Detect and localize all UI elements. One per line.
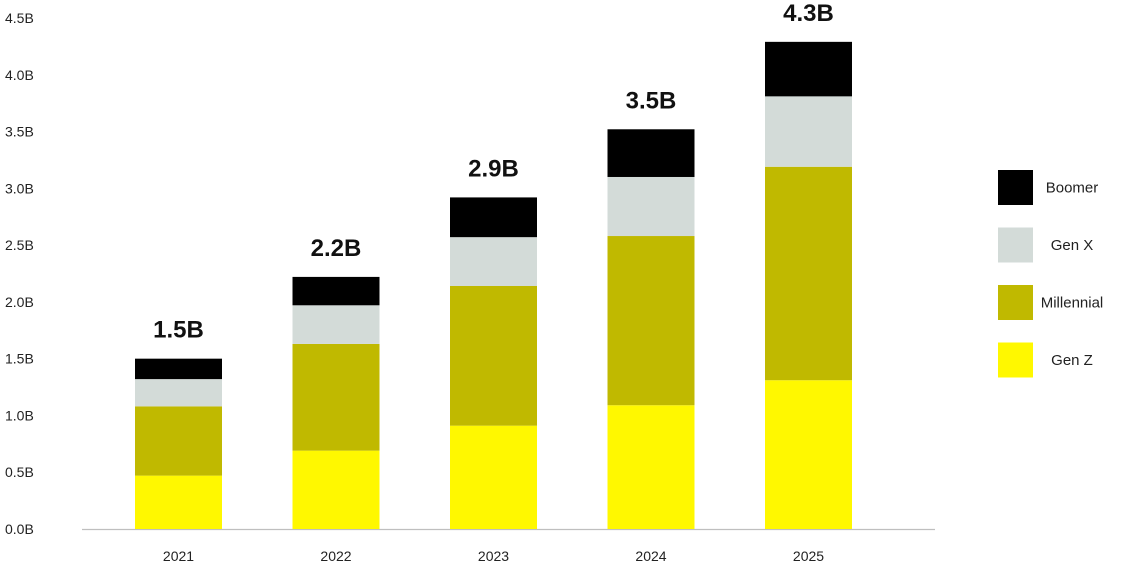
bar-segment-gen-x-2021	[135, 379, 222, 407]
legend-label-gen-x: Gen X	[1051, 237, 1094, 254]
bar-segment-boomer-2025	[765, 41, 852, 97]
y-tick-label-1: 0.5B	[5, 464, 34, 480]
total-label-2023: 2.9B	[468, 155, 519, 182]
legend-swatch-boomer	[998, 170, 1033, 205]
y-tick-label-2: 1.0B	[5, 407, 34, 423]
x-tick-label-2022: 2022	[320, 548, 351, 564]
bar-segment-millennial-2025	[765, 166, 852, 381]
x-tick-label-2024: 2024	[635, 548, 666, 564]
bar-segment-gen-z-2025	[765, 380, 852, 529]
x-tick-label-2025: 2025	[793, 548, 824, 564]
legend-label-gen-z: Gen Z	[1051, 352, 1093, 369]
bar-segment-gen-z-2024	[607, 405, 695, 529]
total-label-2024: 3.5B	[626, 87, 677, 114]
total-label-2022: 2.2B	[311, 235, 362, 262]
y-tick-label-5: 2.5B	[5, 237, 34, 253]
x-tick-label-2023: 2023	[478, 548, 509, 564]
bar-segment-millennial-2024	[607, 236, 695, 406]
y-tick-label-3: 1.5B	[5, 351, 34, 367]
bar-segment-millennial-2023	[450, 285, 537, 426]
bar-segment-gen-x-2025	[765, 96, 852, 167]
legend-swatch-gen-z	[998, 342, 1033, 378]
y-tick-label-7: 3.5B	[5, 124, 34, 140]
bar-segment-gen-x-2023	[450, 237, 537, 286]
total-label-2021: 1.5B	[153, 317, 204, 344]
bar-segment-gen-z-2023	[450, 425, 537, 529]
legend-label-millennial: Millennial	[1041, 295, 1104, 312]
y-tick-label-6: 3.0B	[5, 180, 34, 196]
bar-segment-gen-z-2021	[135, 475, 222, 529]
bar-segment-boomer-2022	[292, 276, 380, 306]
bar-segment-boomer-2021	[135, 358, 222, 380]
y-tick-label-8: 4.0B	[5, 67, 34, 83]
bar-segment-gen-z-2022	[292, 450, 380, 529]
bar-segment-millennial-2022	[292, 343, 380, 451]
bar-segment-millennial-2021	[135, 406, 222, 476]
bar-segment-boomer-2023	[450, 197, 537, 238]
bar-segment-gen-x-2024	[607, 176, 695, 237]
x-tick-label-2021: 2021	[163, 548, 194, 564]
y-tick-label-9: 4.5B	[5, 10, 34, 26]
y-tick-label-4: 2.0B	[5, 294, 34, 310]
bar-segment-boomer-2024	[607, 129, 695, 177]
legend-swatch-millennial	[998, 285, 1033, 320]
bar-segment-gen-x-2022	[292, 305, 380, 344]
legend-swatch-gen-x	[998, 227, 1033, 263]
total-label-2025: 4.3B	[783, 0, 834, 27]
legend-label-boomer: Boomer	[1046, 180, 1099, 197]
y-tick-label-0: 0.0B	[5, 521, 34, 537]
